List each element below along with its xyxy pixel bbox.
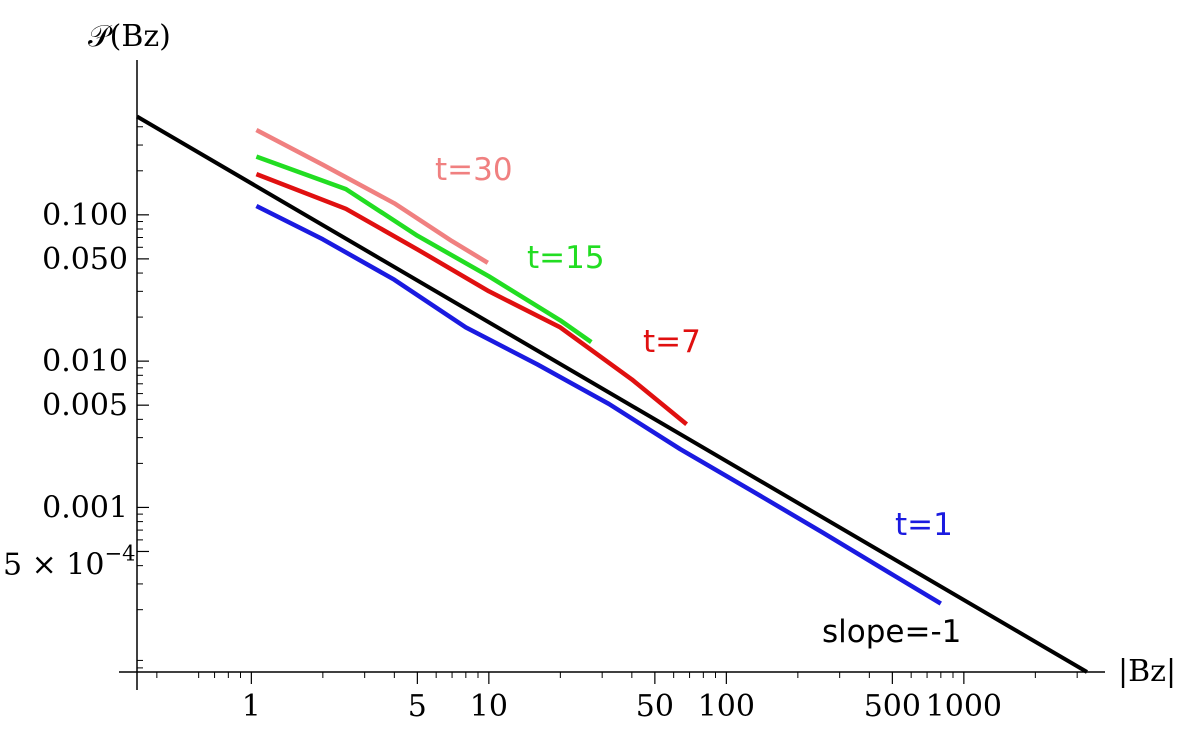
axes: 1 5 10 50 100 500 1000 0.100 0.050 0.010 0.005 0.0…	[3, 60, 1105, 724]
series-line-t-30	[255, 128, 489, 265]
y-tick-label: 0.010	[42, 344, 128, 379]
x-tick-label: 5	[408, 689, 427, 724]
y-tick-label: 0.100	[42, 198, 128, 233]
series-label-slope-1: slope=-1	[822, 614, 961, 650]
series-line-t-1	[255, 203, 942, 606]
x-tick-label: 10	[470, 689, 508, 724]
series-line-t-7	[255, 172, 689, 427]
x-minor-ticks	[156, 672, 1078, 678]
x-tick-label: 1000	[926, 689, 1002, 724]
x-tick-label: 1	[242, 689, 261, 724]
series-line-t-15	[255, 154, 593, 344]
x-major-ticks: 1 5 10 50 100 500 1000	[242, 672, 1002, 724]
series-label-t-30: t=30	[435, 152, 513, 188]
x-axis-label: |Bz|	[1118, 654, 1176, 689]
y-minor-ticks	[137, 126, 143, 669]
x-tick-label: 50	[636, 689, 674, 724]
x-tick-label: 100	[698, 689, 755, 724]
y-tick-label: 0.050	[42, 242, 128, 277]
series-lines	[135, 114, 1089, 674]
y-tick-label: 0.005	[42, 388, 128, 423]
y-tick-label: 0.001	[42, 490, 128, 525]
series-label-t-1: t=1	[895, 507, 953, 543]
series-label-t-15: t=15	[527, 240, 605, 276]
x-axis-label-group: |Bz|	[1118, 654, 1176, 689]
y-major-ticks: 0.100 0.050 0.010 0.005 0.001 5 × 10−4	[3, 198, 149, 582]
series-labels: t=30 t=15 t=7 t=1 slope=-1	[435, 152, 961, 650]
series-line-slope-1	[135, 114, 1089, 674]
y-axis-label: 𝒫(Bz)	[88, 19, 171, 54]
x-tick-label: 500	[864, 689, 921, 724]
series-label-t-7: t=7	[643, 324, 701, 360]
y-tick-label: 5 × 10−4	[3, 541, 135, 582]
